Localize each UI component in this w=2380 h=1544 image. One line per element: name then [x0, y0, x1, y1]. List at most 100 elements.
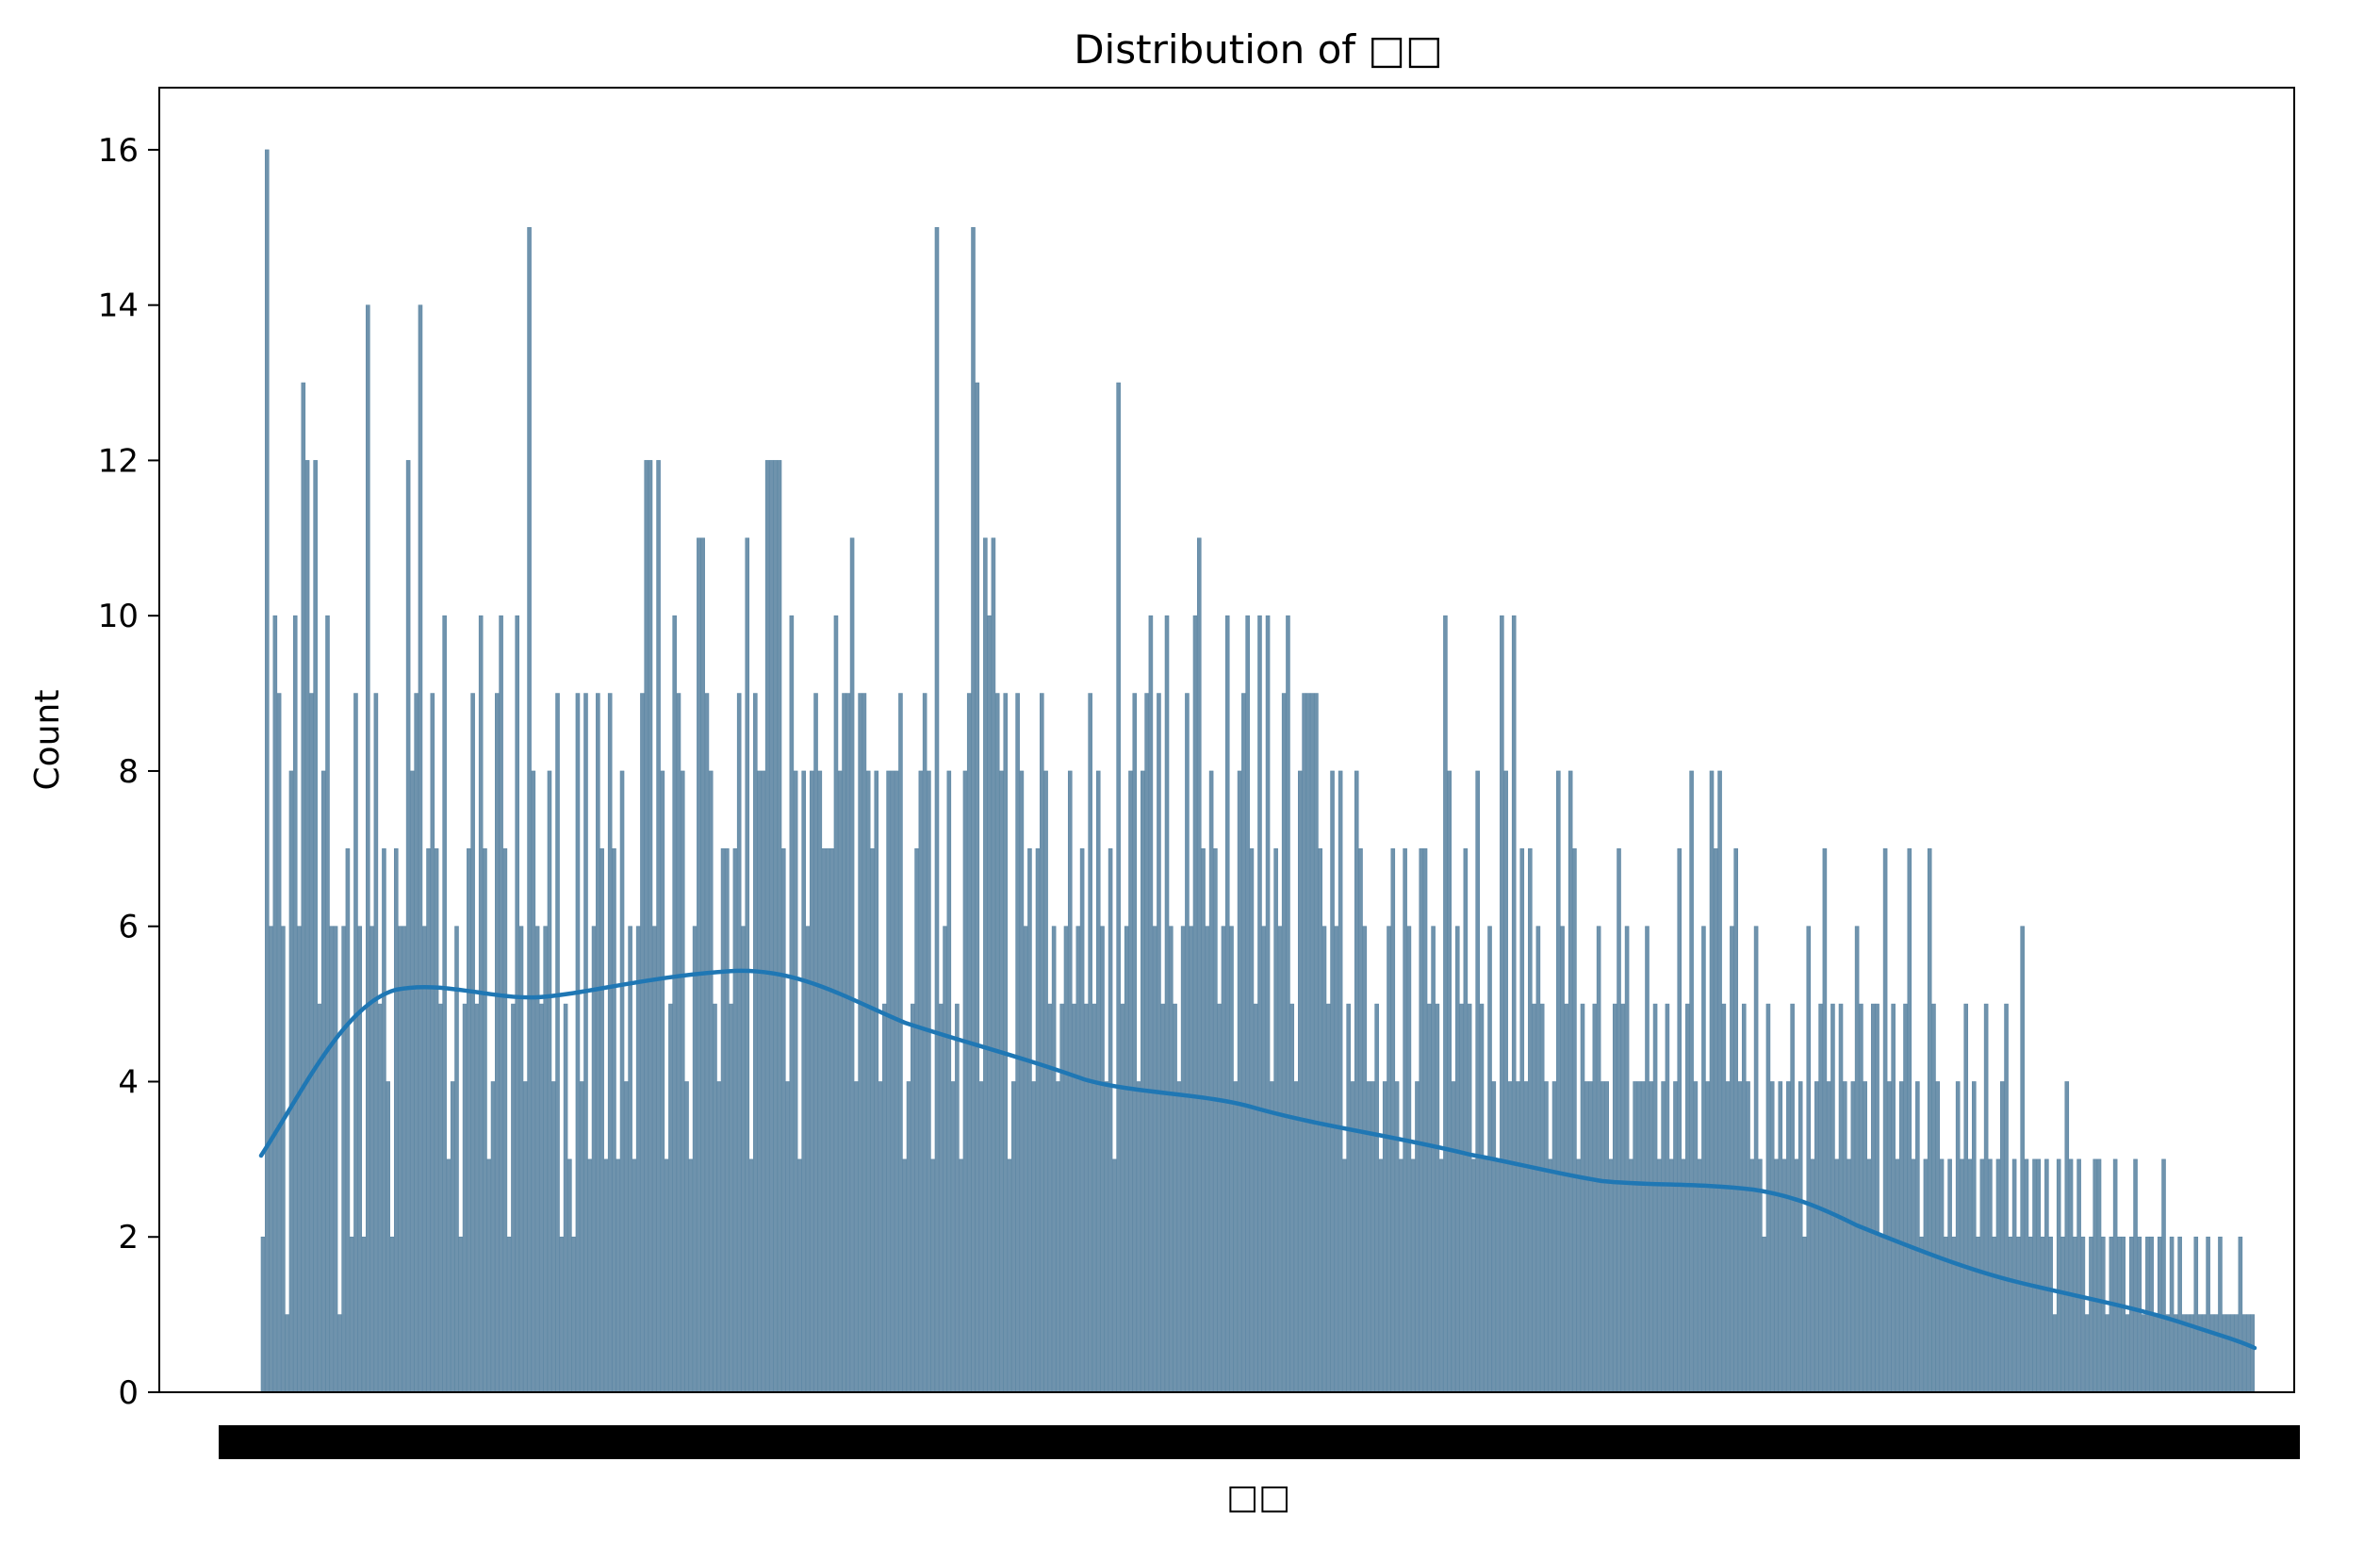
histogram-bar	[2109, 1236, 2114, 1393]
histogram-bar	[458, 1236, 464, 1393]
histogram-bar	[1273, 848, 1278, 1393]
histogram-bar	[1374, 1003, 1379, 1393]
y-tick-label: 8	[118, 753, 139, 791]
histogram-bar	[1435, 1003, 1440, 1393]
histogram-bar	[943, 926, 947, 1393]
histogram-bar	[591, 926, 597, 1393]
histogram-bar	[1503, 770, 1508, 1393]
histogram-bar	[971, 226, 976, 1393]
histogram-bar	[1911, 1158, 1916, 1393]
histogram-bar	[1519, 848, 1525, 1393]
histogram-bar	[1814, 1081, 1819, 1393]
histogram-bar	[550, 1081, 556, 1393]
histogram-bar	[2101, 1236, 2106, 1393]
histogram-bar	[987, 615, 992, 1393]
histogram-bar	[1141, 770, 1145, 1393]
histogram-bar	[672, 615, 677, 1393]
histogram-bar	[902, 1158, 908, 1393]
histogram-bar	[1516, 1081, 1520, 1393]
histogram-bar	[2234, 1314, 2239, 1393]
histogram-bar	[1673, 1081, 1678, 1393]
histogram-bar	[821, 848, 827, 1393]
histogram-bar	[878, 1081, 883, 1393]
histogram-bar	[704, 693, 710, 1393]
histogram-bar	[470, 693, 475, 1393]
histogram-bar	[664, 1158, 669, 1393]
histogram-bar	[1346, 1003, 1351, 1393]
y-axis-label: Count	[28, 690, 67, 791]
histogram-bar	[624, 1081, 629, 1393]
histogram-bar	[1652, 1003, 1658, 1393]
histogram-bar	[785, 1081, 790, 1393]
histogram-bar	[1358, 848, 1363, 1393]
histogram-bar	[1697, 1158, 1702, 1393]
histogram-bar	[2121, 1236, 2126, 1393]
histogram-bar	[1124, 926, 1129, 1393]
histogram-bar	[1495, 1158, 1501, 1393]
histogram-bar	[1617, 848, 1621, 1393]
histogram-bar	[938, 1003, 944, 1393]
histogram-bar	[680, 770, 685, 1393]
histogram-bar	[1261, 926, 1267, 1393]
histogram-bar	[2202, 1314, 2207, 1393]
histogram-bar	[1003, 693, 1009, 1393]
histogram-bar	[1265, 615, 1271, 1393]
histogram-bar	[1270, 1081, 1274, 1393]
histogram-bar	[1746, 1081, 1750, 1393]
histogram-bar	[720, 848, 726, 1393]
histogram-bar	[539, 1003, 544, 1393]
histogram-bar	[1132, 693, 1138, 1393]
histogram-bar	[858, 693, 862, 1393]
histogram-bar	[910, 1003, 915, 1393]
histogram-bar	[1834, 1158, 1840, 1393]
histogram-bar	[1528, 848, 1533, 1393]
histogram-bar	[1467, 1003, 1472, 1393]
histogram-bar	[467, 848, 471, 1393]
histogram-bar	[288, 770, 294, 1393]
histogram-bar	[276, 693, 282, 1393]
histogram-bar	[1882, 848, 1888, 1393]
histogram-bar	[1463, 848, 1469, 1393]
histogram-bar	[616, 1158, 621, 1393]
histogram-bar	[849, 537, 855, 1393]
histogram-bar	[651, 926, 657, 1393]
histogram-bar	[2153, 1314, 2158, 1393]
histogram-bar	[748, 1158, 754, 1393]
histogram-bar	[495, 693, 500, 1393]
histogram-bar	[607, 693, 613, 1393]
histogram-bar	[1960, 1158, 1964, 1393]
histogram-bar	[2193, 1236, 2199, 1393]
histogram-bar	[805, 926, 811, 1393]
x-tick-label-band	[219, 1425, 2300, 1459]
histogram-bar	[1382, 1081, 1387, 1393]
histogram-bar	[1596, 926, 1601, 1393]
histogram-bar	[1063, 926, 1069, 1393]
histogram-bar	[1415, 1081, 1420, 1393]
histogram-bar	[2093, 1158, 2098, 1393]
histogram-bar	[1822, 848, 1828, 1393]
histogram-bar	[2064, 1081, 2070, 1393]
histogram-bar	[490, 1081, 496, 1393]
histogram-bar	[2125, 1314, 2130, 1393]
histogram-bar	[692, 926, 698, 1393]
histogram-bar	[1100, 926, 1105, 1393]
histogram-bar	[2020, 926, 2025, 1393]
histogram-bar	[1249, 848, 1255, 1393]
histogram-bar	[769, 460, 774, 1393]
histogram-bar	[2250, 1314, 2255, 1393]
histogram-bar	[1196, 537, 1202, 1393]
histogram-bar	[1907, 848, 1912, 1393]
histogram-bar	[1636, 1081, 1642, 1393]
histogram-bar	[874, 770, 879, 1393]
histogram-bar	[1072, 1003, 1076, 1393]
histogram-bar	[1758, 1158, 1763, 1393]
histogram-bar	[1709, 770, 1715, 1393]
histogram-bar	[1693, 1081, 1699, 1393]
histogram-bar	[438, 1003, 443, 1393]
y-tick-label: 0	[118, 1374, 139, 1412]
histogram-bar	[1843, 1081, 1847, 1393]
histogram-bar	[1189, 926, 1193, 1393]
histogram-bar	[713, 1003, 717, 1393]
histogram-bar	[304, 460, 310, 1393]
histogram-bar	[329, 926, 335, 1393]
